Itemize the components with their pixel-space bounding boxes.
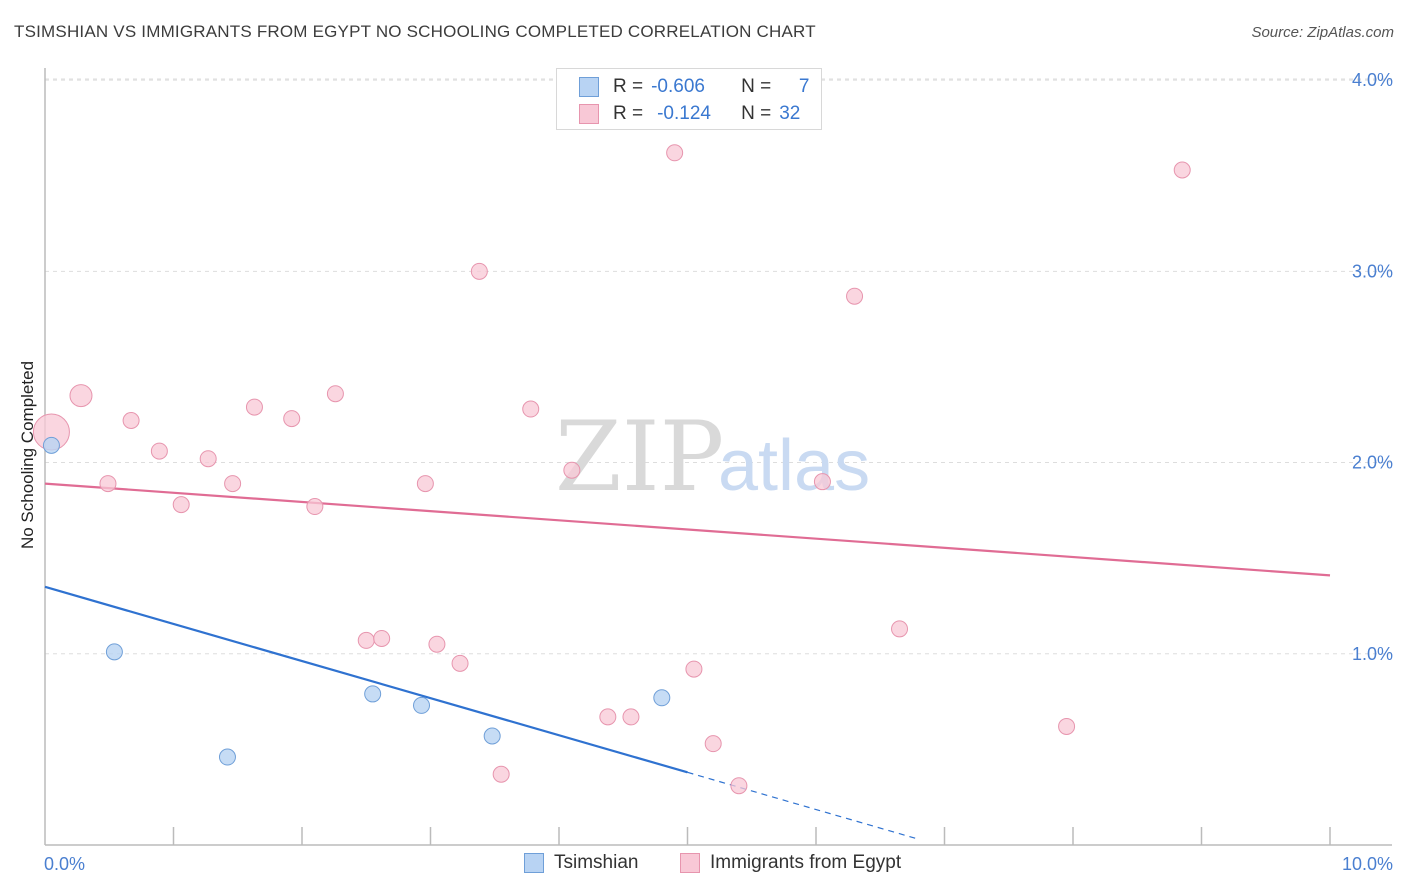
tsimshian-point (483, 727, 501, 745)
tsimshian-trend-line (44, 585, 688, 774)
egypt-point (846, 287, 864, 305)
egypt-point (599, 708, 617, 726)
egypt-swatch (579, 104, 599, 124)
egypt-point (172, 496, 190, 514)
chart-title: TSIMSHIAN VS IMMIGRANTS FROM EGYPT NO SC… (14, 22, 816, 41)
legend-r-value: -0.606 (651, 76, 705, 97)
egypt-point (1173, 161, 1191, 179)
egypt-point (522, 400, 540, 418)
tsimshian-swatch (524, 853, 544, 873)
egypt-point (704, 735, 722, 753)
watermark-atlas: atlas (718, 426, 870, 506)
egypt-point (1058, 717, 1076, 735)
egypt-point (199, 450, 217, 468)
tsimshian-swatch (579, 77, 599, 97)
axes (44, 68, 1392, 846)
egypt-point (150, 442, 168, 460)
legend-r-label: R = (613, 76, 644, 97)
gridlines (45, 78, 1392, 655)
legend-row-tsimshian: R = -0.606 N = 7 (579, 74, 821, 100)
legend-label-egypt: Immigrants from Egypt (710, 852, 902, 873)
correlation-legend: R = -0.606 N = 7 R = -0.124 N = 32 (556, 68, 822, 130)
egypt-point (245, 398, 263, 416)
trend-lines (44, 482, 1331, 840)
legend-n-value: 32 (779, 103, 801, 124)
egypt-point (283, 410, 301, 428)
egypt-point (451, 654, 469, 672)
legend-n-value: 7 (798, 76, 810, 97)
egypt-point (891, 620, 909, 638)
legend-r-label: R = (613, 103, 644, 124)
tsimshian-point (413, 696, 431, 714)
y-tick-label: 3.0% (1352, 261, 1393, 281)
y-tick-label: 2.0% (1352, 453, 1393, 473)
legend-label-tsimshian: Tsimshian (554, 852, 639, 873)
tsimshian-point (364, 685, 382, 703)
egypt-point (730, 777, 748, 795)
egypt-point (563, 461, 581, 479)
egypt-point (326, 385, 344, 403)
egypt-point (470, 262, 488, 280)
egypt-point (622, 708, 640, 726)
egypt-swatch (680, 853, 700, 873)
egypt-point (373, 629, 391, 647)
egypt-point (685, 660, 703, 678)
tsimshian-trend-extension (687, 771, 919, 840)
egypt-point (666, 144, 684, 162)
x-tick-label: 0.0% (44, 854, 85, 874)
egypt-point (492, 765, 510, 783)
data-points (32, 144, 1191, 795)
legend-item-egypt: Immigrants from Egypt (680, 852, 901, 874)
source-label: Source: ZipAtlas.com (1251, 24, 1394, 41)
egypt-point (428, 635, 446, 653)
egypt-point (99, 475, 117, 493)
egypt-point (69, 384, 93, 408)
egypt-point (224, 475, 242, 493)
y-tick-label: 4.0% (1352, 70, 1393, 90)
watermark: ZIP atlas (555, 401, 870, 513)
legend-r-value: -0.124 (657, 103, 711, 124)
y-tick-label: 1.0% (1352, 644, 1393, 664)
egypt-point (416, 475, 434, 493)
tsimshian-point (42, 436, 60, 454)
x-tick-label: 10.0% (1342, 854, 1393, 874)
egypt-point (306, 498, 324, 516)
watermark-zip: ZIP (555, 401, 724, 513)
series-legend: Tsimshian Immigrants from Egypt (0, 852, 1406, 878)
egypt-point (122, 411, 140, 429)
legend-n-label: N = (741, 103, 772, 124)
tsimshian-point (653, 689, 671, 707)
egypt-point (357, 631, 375, 649)
legend-item-tsimshian: Tsimshian (524, 852, 638, 874)
legend-n-label: N = (741, 76, 772, 97)
tsimshian-point (105, 643, 123, 661)
tsimshian-point (218, 748, 236, 766)
tick-labels: 1.0% 2.0% 3.0% 4.0% 0.0% 10.0% (44, 70, 1393, 874)
egypt-point (813, 473, 831, 491)
legend-row-egypt: R = -0.124 N = 32 (579, 101, 800, 127)
egypt-trend-line (44, 482, 1331, 577)
